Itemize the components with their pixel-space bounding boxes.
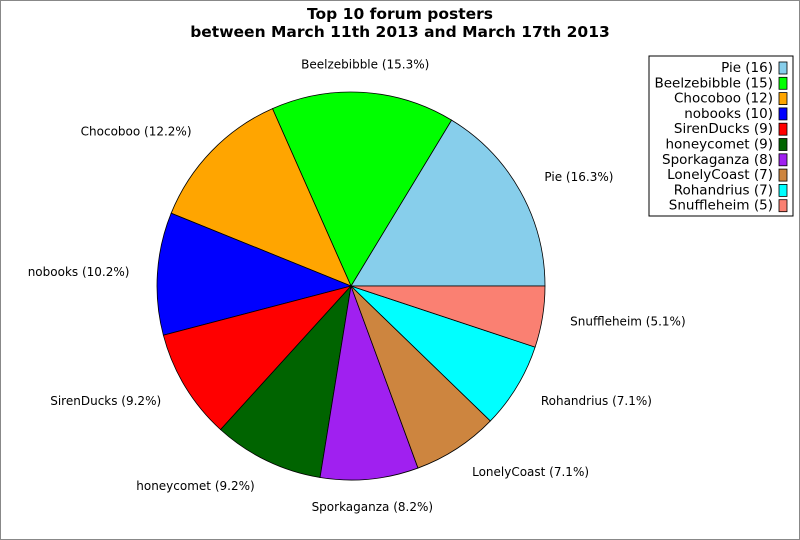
slice-label: LonelyCoast (7.1%) xyxy=(472,465,589,479)
pie-slice-beelzebibble xyxy=(271,91,453,287)
legend-swatch xyxy=(778,76,788,90)
legend-entry: Chocoboo (12) xyxy=(674,91,773,107)
pie-slice-sirenducks xyxy=(162,285,353,431)
legend-swatch xyxy=(778,199,788,213)
legend-box xyxy=(648,55,794,217)
legend-entry: Beelzebibble (15) xyxy=(654,75,773,91)
pie-slice-snuffleheim xyxy=(350,285,546,348)
slice-label: Pie (16.3%) xyxy=(544,170,613,184)
legend-swatch xyxy=(778,122,788,136)
pie-slice-honeycomet xyxy=(220,284,352,478)
pie-slice-sporkaganza xyxy=(319,284,419,481)
chart-title: Top 10 forum posters xyxy=(307,5,493,23)
legend-entry: Rohandrius (7) xyxy=(674,182,773,198)
slice-label: honeycomet (9.2%) xyxy=(136,479,254,493)
pie-slice-pie xyxy=(350,119,546,287)
pie-slice-chocoboo xyxy=(170,108,352,287)
pie-slice-nobooks xyxy=(156,212,353,336)
legend-entry: SirenDucks (9) xyxy=(674,121,773,137)
legend-swatch xyxy=(778,138,788,151)
legend-swatch xyxy=(778,153,788,167)
slice-label: SirenDucks (9.2%) xyxy=(50,394,161,408)
chart-subtitle: between March 11th 2013 and March 17th 2… xyxy=(190,23,610,41)
slice-label: Rohandrius (7.1%) xyxy=(541,394,652,408)
legend-swatch xyxy=(778,107,788,121)
legend-swatch xyxy=(778,61,788,75)
legend-entry: LonelyCoast (7) xyxy=(667,167,773,183)
slice-label: Beelzebibble (15.3%) xyxy=(301,57,429,71)
legend: Pie (16)Beelzebibble (15)Chocoboo (12)no… xyxy=(648,55,794,217)
legend-entry: Pie (16) xyxy=(721,60,773,76)
slice-label: nobooks (10.2%) xyxy=(28,265,130,279)
legend-entry: Snuffleheim (5) xyxy=(669,198,773,214)
legend-entry: nobooks (10) xyxy=(684,106,773,122)
slice-label: Chocoboo (12.2%) xyxy=(81,125,192,139)
slice-label: Sporkaganza (8.2%) xyxy=(312,500,434,514)
legend-swatch xyxy=(778,92,788,105)
legend-swatch xyxy=(778,183,788,197)
legend-swatch xyxy=(778,168,788,182)
slice-label: Snuffleheim (5.1%) xyxy=(570,314,686,328)
legend-entry: Sporkaganza (8) xyxy=(662,152,773,168)
legend-entry: honeycomet (9) xyxy=(665,137,773,153)
